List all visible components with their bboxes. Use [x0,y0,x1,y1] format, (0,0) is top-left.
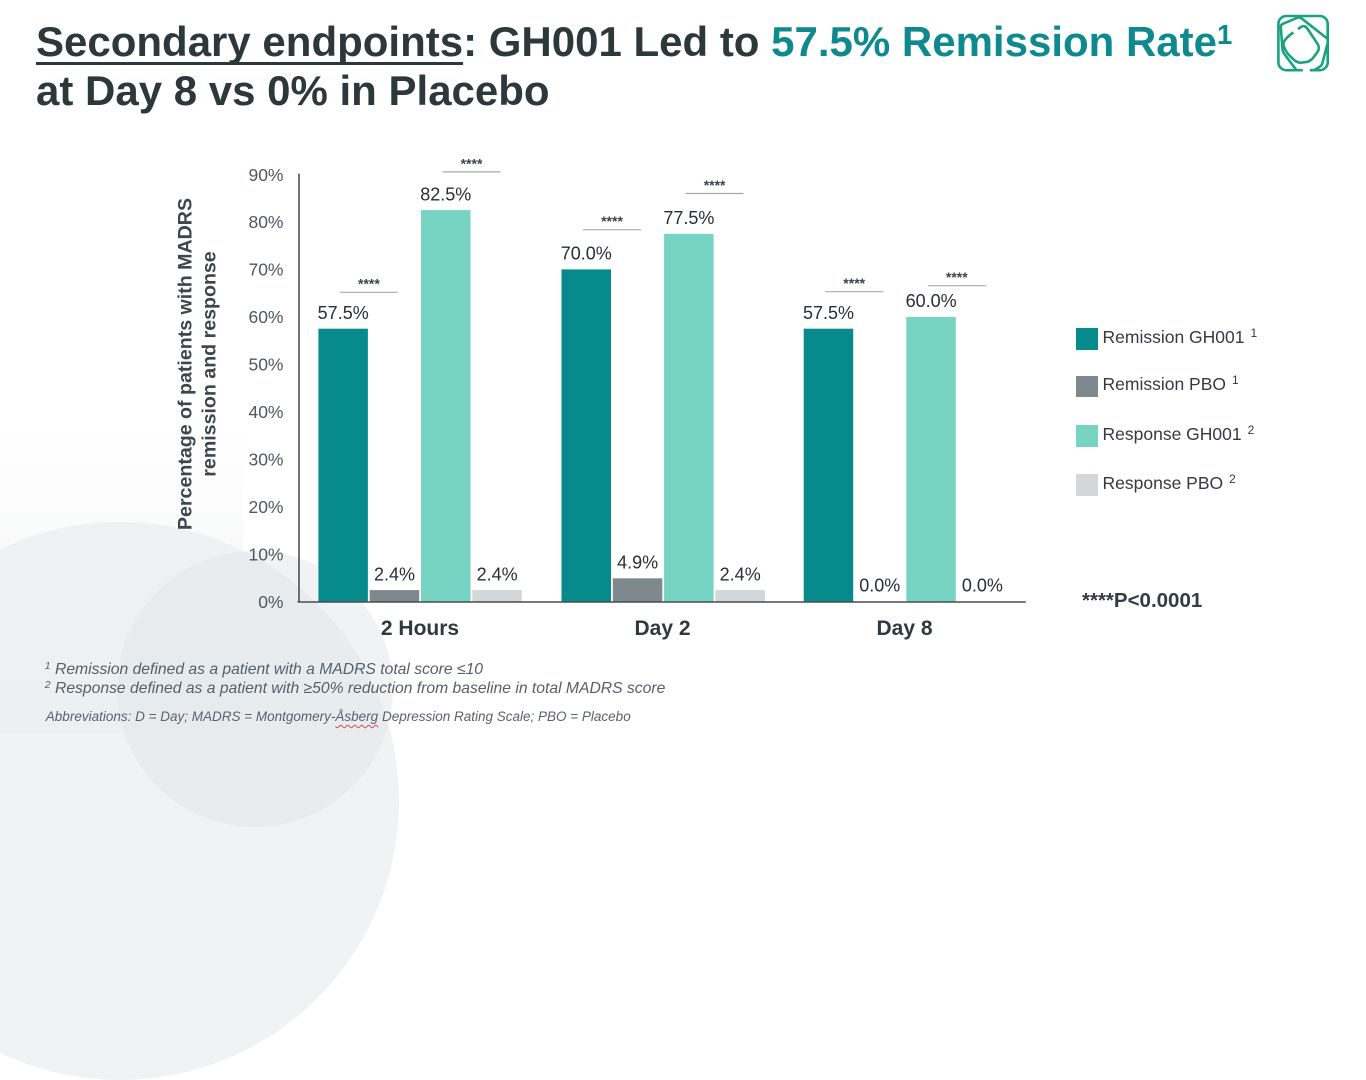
svg-text:2.4%: 2.4% [720,564,761,584]
svg-text:0.0%: 0.0% [859,576,900,596]
svg-text:****: **** [843,275,865,291]
svg-text:Percentage of patients with MA: Percentage of patients with MADRS [175,198,197,530]
svg-text:20%: 20% [248,497,283,517]
svg-text:10%: 10% [248,544,283,564]
svg-text:70.0%: 70.0% [561,244,612,264]
svg-text:40%: 40% [248,402,283,422]
svg-text:82.5%: 82.5% [420,184,471,204]
svg-text:30%: 30% [248,449,283,469]
svg-text:70%: 70% [248,260,283,280]
svg-text:2.4%: 2.4% [374,564,415,584]
svg-text:60.0%: 60.0% [906,291,957,311]
svg-text:Day 2: Day 2 [634,617,690,640]
svg-text:2.4%: 2.4% [477,564,518,584]
svg-text:60%: 60% [248,307,283,327]
svg-text:Day 8: Day 8 [876,617,932,640]
svg-text:****: **** [358,276,380,292]
svg-text:57.5%: 57.5% [318,303,369,323]
svg-text:****: **** [946,269,968,285]
svg-text:4.9%: 4.9% [617,553,658,573]
svg-text:90%: 90% [248,165,283,185]
svg-text:0%: 0% [258,592,283,612]
svg-text:80%: 80% [248,212,283,232]
svg-text:77.5%: 77.5% [663,208,714,228]
svg-text:****: **** [704,177,726,193]
svg-text:****: **** [601,213,623,229]
svg-text:57.5%: 57.5% [803,303,854,323]
svg-text:50%: 50% [248,355,283,375]
svg-text:****: **** [461,155,483,171]
svg-text:remission and response: remission and response [199,251,221,477]
svg-text:2 Hours: 2 Hours [381,617,459,640]
svg-text:0.0%: 0.0% [962,576,1003,596]
